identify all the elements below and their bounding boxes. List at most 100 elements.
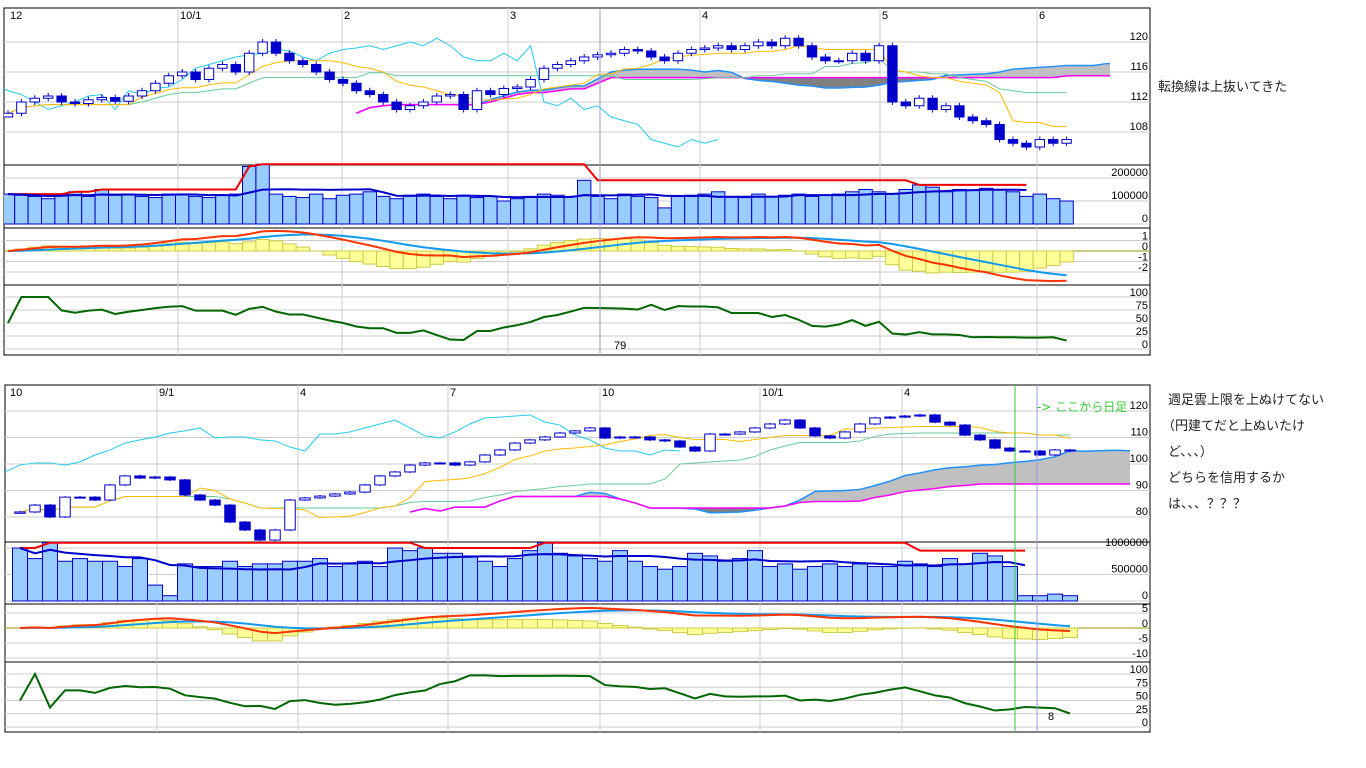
candle-body [820, 56, 831, 62]
volume-bar [732, 558, 748, 602]
volume-bar [134, 195, 150, 225]
volume-bar [447, 552, 463, 602]
candle-body [104, 484, 116, 501]
candle-body [605, 52, 617, 56]
volume-bar [417, 547, 433, 602]
volume-bar [372, 566, 388, 602]
volume-bar [349, 193, 364, 225]
volume-bar [1032, 595, 1048, 602]
volume-bar [67, 191, 83, 225]
rsi-tick-label: 25 [1136, 704, 1148, 716]
volume-bar [764, 195, 779, 225]
candle-body [779, 419, 791, 425]
candle-body [1004, 447, 1016, 452]
rsi-tick-label: 0 [1142, 339, 1148, 351]
volume-bar [597, 560, 613, 602]
candle-body [699, 47, 710, 50]
ichimoku-cloud-bearish [710, 507, 725, 513]
volume-bar [992, 189, 1007, 225]
volume-bar [72, 558, 88, 602]
candle-body [224, 504, 236, 523]
macd-histogram-bar [845, 250, 860, 259]
volume-bar [778, 194, 793, 225]
ichimoku-cloud-bearish [1361, 91, 1366, 108]
candle-body [378, 94, 389, 103]
candle-body [311, 64, 322, 73]
candle-body [619, 49, 630, 54]
macd-histogram-bar [670, 245, 686, 252]
macd-histogram-bar [507, 618, 523, 629]
volume-bar [1062, 595, 1078, 602]
macd-histogram-bar [282, 243, 297, 252]
macd-tick-label: 1 [1142, 231, 1148, 243]
daily-chart [3, 7, 1366, 356]
macd-histogram-bar [349, 250, 364, 263]
volume-bar [952, 189, 967, 225]
macd-histogram-bar [642, 627, 658, 630]
ichimoku-cloud-bearish [798, 77, 812, 87]
rsi-line [7, 296, 1067, 342]
macd-histogram-bar [804, 250, 820, 255]
candle-body [89, 496, 101, 501]
date-label: 4 [300, 387, 306, 399]
macd-tick-label: -5 [1138, 633, 1148, 645]
candle-body [458, 94, 469, 110]
ichimoku-cloud-bearish [1335, 81, 1348, 90]
candle-body [806, 45, 818, 58]
candle-body [479, 454, 491, 463]
candle-body [538, 67, 550, 80]
volume-tick-label: 0 [1142, 590, 1148, 602]
price-tick-label: 120 [1130, 31, 1148, 43]
volume-bar [192, 566, 208, 602]
cursor-label: 8 [1048, 711, 1054, 723]
macd-histogram-bar [672, 627, 688, 634]
candle-body [230, 64, 241, 73]
macd-histogram-bar [871, 250, 887, 257]
candle-body [119, 475, 131, 486]
macd-histogram-bar [957, 627, 973, 633]
macd-histogram-bar [295, 246, 311, 252]
candle-body [43, 95, 54, 99]
macd-histogram-bar [376, 250, 391, 267]
volume-bar [121, 193, 136, 225]
annotation-bottom-line-3: ど、、、） [1168, 445, 1213, 460]
candle-body [391, 101, 402, 110]
volume-bar [462, 555, 478, 602]
candle-body [599, 427, 611, 439]
candle-body [726, 45, 737, 50]
candle-body [764, 423, 776, 429]
volume-bar [81, 195, 96, 225]
candle-body [672, 52, 684, 62]
candle-body [374, 475, 386, 486]
volume-bar [822, 563, 838, 602]
price-tick-label: 80 [1136, 506, 1148, 518]
candle-body [431, 95, 442, 103]
volume-bar [175, 193, 190, 225]
volume-bar [295, 197, 311, 225]
volume-bar [14, 194, 29, 225]
volume-bar [1059, 200, 1074, 225]
candle-body [914, 414, 926, 417]
volume-bar [215, 194, 230, 225]
volume-bar [342, 563, 358, 602]
candle-body [351, 82, 362, 92]
volume-bar [1002, 566, 1018, 602]
ichimoku-cloud-bearish [825, 77, 839, 88]
annotation-top: 転換線は上抜いてきた [1158, 80, 1288, 95]
volume-bar [1032, 193, 1047, 225]
rsi-tick-label: 75 [1136, 677, 1148, 689]
macd-histogram-bar [192, 626, 208, 629]
volume-tick-label: 0 [1142, 213, 1148, 225]
macd-histogram-bar [268, 240, 284, 252]
candle-body [1049, 449, 1061, 456]
candle-body [552, 64, 563, 69]
plot-area [5, 413, 1130, 715]
candle-body [445, 94, 456, 97]
candle-body [847, 52, 858, 62]
volume-bar [4, 193, 16, 225]
ichimoku-cloud-bearish [865, 77, 879, 87]
rsi-tick-label: 75 [1136, 300, 1148, 312]
candle-body [860, 52, 871, 62]
volume-bar [657, 568, 673, 602]
candle-body [83, 99, 94, 104]
